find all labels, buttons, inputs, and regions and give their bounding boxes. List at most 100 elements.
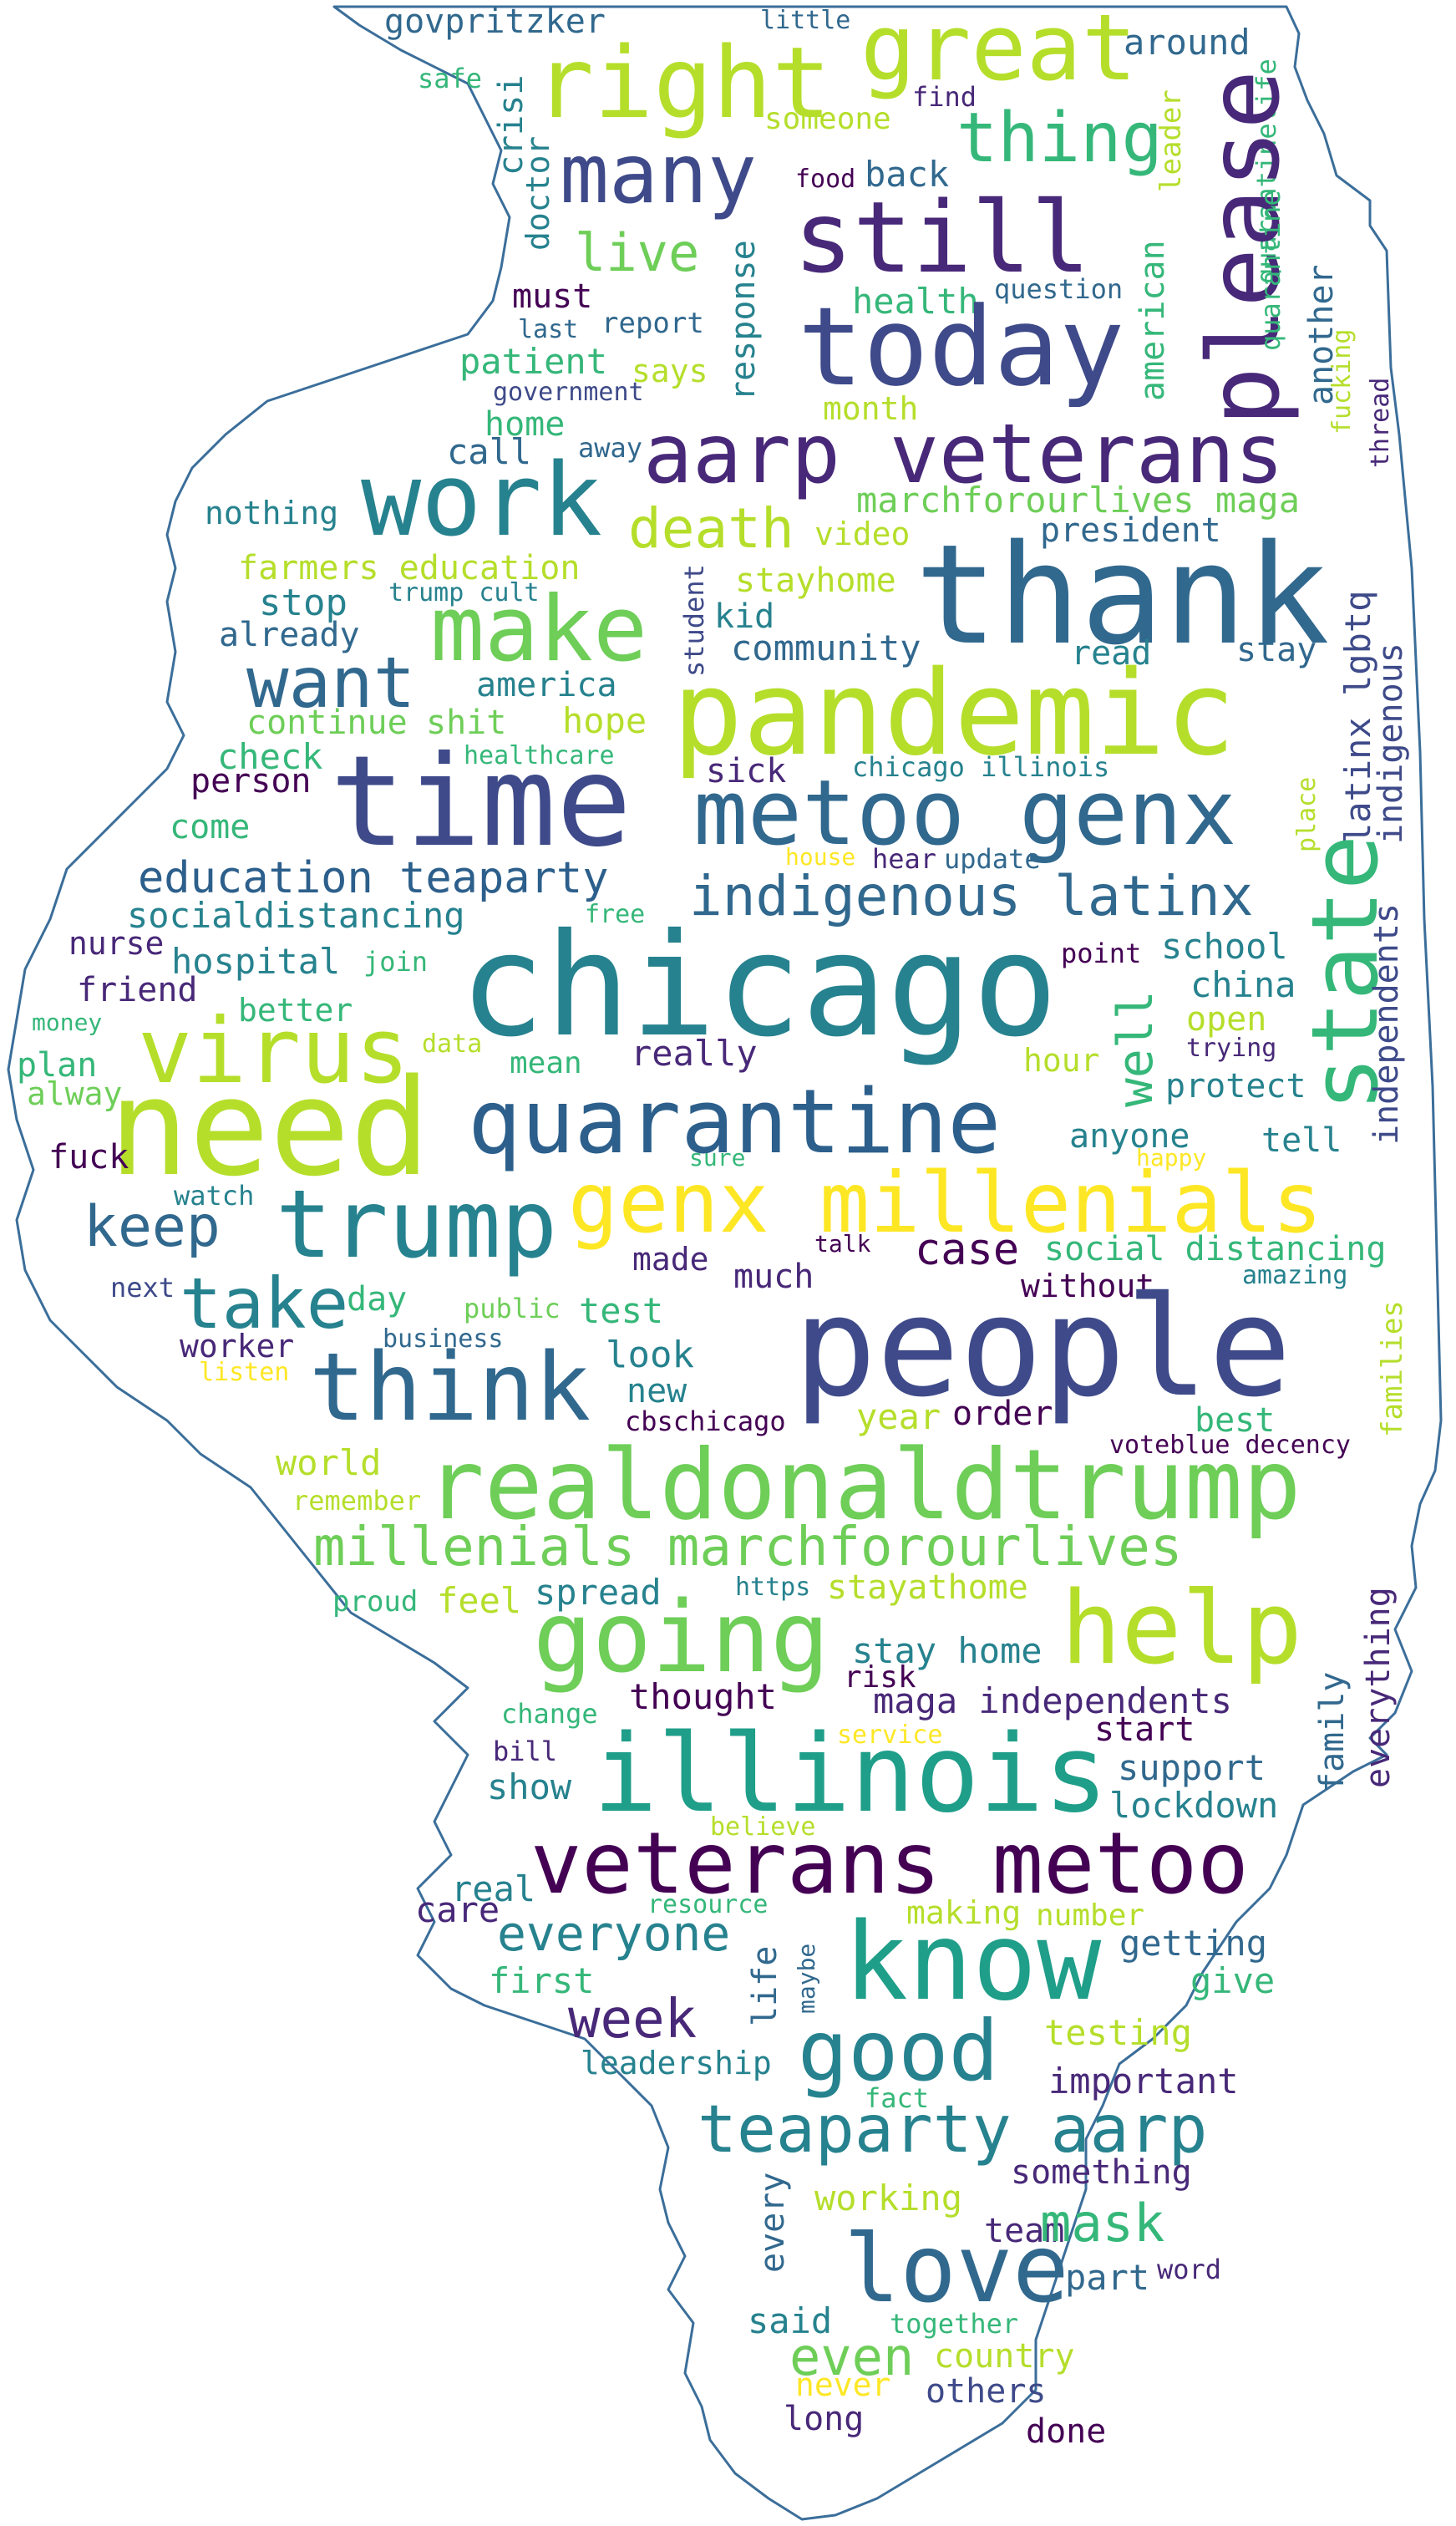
- word: family: [1313, 1671, 1352, 1793]
- word: feel: [437, 1580, 522, 1621]
- word: well: [1107, 990, 1164, 1107]
- word: sick: [706, 752, 787, 790]
- word: long: [784, 2400, 865, 2438]
- word: already: [219, 616, 360, 654]
- word: make: [430, 577, 648, 682]
- word: trump: [276, 1171, 558, 1279]
- word: report: [601, 307, 704, 340]
- word: first: [489, 1960, 595, 2001]
- word: video: [814, 516, 911, 552]
- word: making: [906, 1894, 1022, 1931]
- word: latinx lgbtq: [1337, 590, 1378, 844]
- word: open: [1186, 1000, 1267, 1039]
- word: away: [578, 432, 643, 464]
- word: millenials marchforourlives: [313, 1517, 1183, 1578]
- word: data: [422, 1029, 483, 1059]
- word: thought: [629, 1676, 778, 1717]
- word: right: [535, 25, 832, 140]
- word: keep: [84, 1194, 221, 1260]
- word: done: [1026, 2412, 1107, 2451]
- word: pandemic: [672, 646, 1236, 782]
- word: mask: [1040, 2193, 1165, 2254]
- word: together: [890, 2308, 1019, 2340]
- word: healthcare: [464, 741, 615, 770]
- word: support: [1118, 1747, 1266, 1788]
- word: better: [238, 992, 353, 1029]
- word: realdonaldtrump: [426, 1429, 1301, 1542]
- word: today: [798, 283, 1125, 410]
- word: remember: [292, 1485, 422, 1517]
- word: know: [844, 1900, 1102, 2025]
- word: tell: [1261, 1121, 1342, 1160]
- word: chicago illinois: [852, 751, 1110, 783]
- word: indigenous: [1372, 643, 1410, 844]
- word: stayhome: [735, 562, 896, 600]
- word: food: [795, 165, 856, 194]
- word: trump cult: [388, 578, 540, 607]
- word: farmers education: [238, 549, 581, 587]
- word: genx millenials: [568, 1154, 1323, 1252]
- word: doctor: [520, 135, 556, 251]
- word: families: [1376, 1300, 1409, 1437]
- word: stayathome: [827, 1568, 1028, 1607]
- word: come: [170, 808, 251, 846]
- word: proud: [332, 1585, 419, 1619]
- word: stop: [259, 582, 348, 624]
- word: check: [217, 736, 323, 777]
- word: teaparty aarp: [698, 2092, 1208, 2168]
- word: community: [731, 628, 921, 668]
- word: day: [347, 1280, 408, 1319]
- word: socialdistancing: [127, 895, 465, 936]
- word: want: [246, 642, 416, 724]
- word: care: [415, 1889, 500, 1930]
- word: world: [276, 1442, 382, 1483]
- word: free: [585, 900, 646, 929]
- word: stay home: [852, 1630, 1043, 1671]
- word: sure: [689, 1144, 746, 1172]
- word: hear: [872, 843, 937, 875]
- word: change: [501, 1698, 598, 1730]
- word: read: [1071, 634, 1152, 673]
- word: still: [794, 180, 1091, 295]
- word: update: [944, 843, 1041, 875]
- word: said: [748, 2300, 833, 2341]
- word: time: [330, 729, 632, 875]
- word: join: [363, 946, 429, 978]
- word: many: [560, 127, 758, 222]
- word: need: [109, 1050, 431, 1206]
- word: made: [632, 1241, 709, 1278]
- word: back: [865, 154, 950, 195]
- word: important: [1048, 2061, 1239, 2102]
- word: something: [1011, 2153, 1192, 2192]
- word: hope: [562, 700, 647, 741]
- word: order: [952, 1395, 1053, 1433]
- word: question: [994, 273, 1124, 305]
- word: school: [1161, 926, 1288, 967]
- word: month: [823, 390, 919, 427]
- word: little: [760, 6, 851, 35]
- word: new: [627, 1372, 687, 1410]
- word: quarantine: [1255, 190, 1286, 351]
- word: spread: [535, 1572, 662, 1613]
- word: thing: [956, 99, 1163, 178]
- word: service: [837, 1720, 943, 1750]
- word: around: [1124, 22, 1251, 63]
- word: everything: [1359, 1587, 1398, 1788]
- word: trying: [1186, 1034, 1277, 1063]
- word: find: [912, 81, 977, 113]
- word: look: [606, 1334, 694, 1376]
- word: much: [733, 1258, 814, 1296]
- word: social distancing: [1044, 1230, 1387, 1268]
- word: even: [789, 2326, 915, 2387]
- word: listen: [199, 1358, 290, 1387]
- word: risk: [844, 1660, 916, 1695]
- word: patient: [459, 341, 608, 382]
- word: quarantine: [468, 1070, 1002, 1173]
- word: give: [1190, 1960, 1276, 2001]
- word: getting: [1119, 1923, 1268, 1964]
- word: hour: [1023, 1042, 1100, 1079]
- word: people: [794, 1267, 1292, 1427]
- word: government: [493, 378, 644, 407]
- word: kid: [714, 597, 775, 636]
